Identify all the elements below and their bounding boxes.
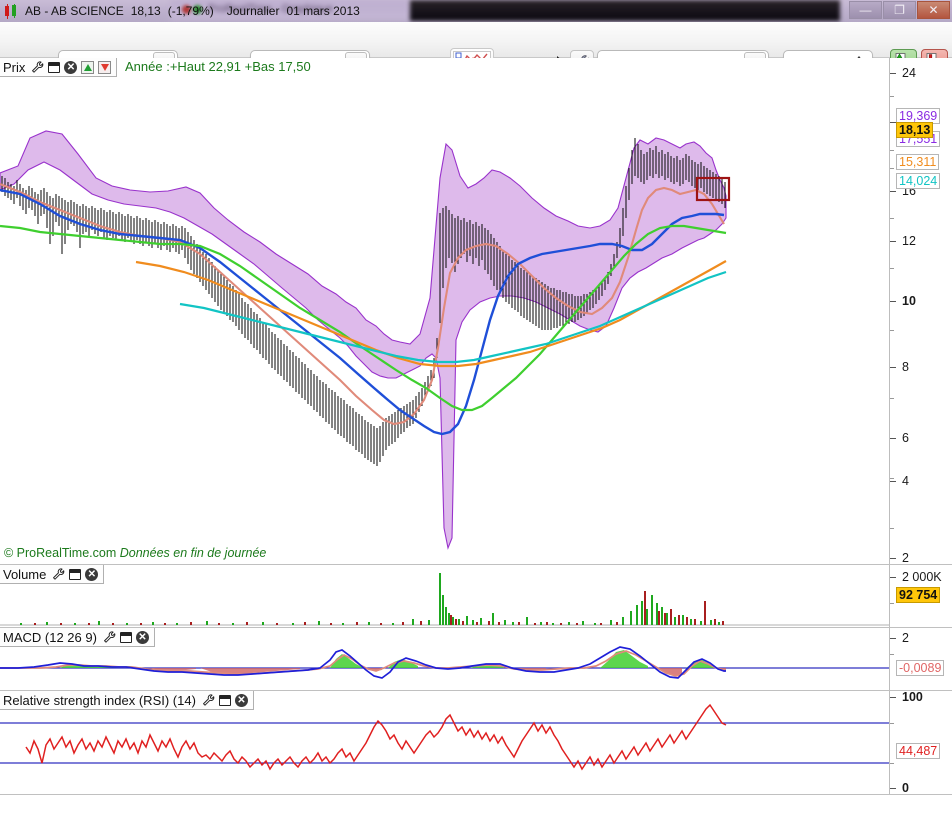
- volume-plot[interactable]: Volume ✕: [0, 565, 890, 628]
- price-tick-4: 4: [902, 474, 909, 488]
- price-panel-title-text: Prix: [3, 59, 26, 75]
- rsi-badge-current: 44,487: [896, 743, 941, 759]
- data-delay-note: Données en fin de journée: [119, 546, 267, 560]
- close-icon[interactable]: ✕: [234, 693, 248, 707]
- copyright-text: © ProRealTime.com: [4, 546, 117, 560]
- price-badge-last: 18,13: [896, 122, 934, 138]
- wrench-icon[interactable]: [103, 630, 116, 644]
- volume-panel: Volume ✕ 2 000K 92 754: [0, 565, 952, 628]
- rsi-panel: Relative strength index (RSI) (14) ✕ 100…: [0, 691, 952, 795]
- ma-200-line: [179, 270, 727, 364]
- wrench-icon[interactable]: [31, 60, 44, 74]
- panel-divider: [0, 564, 952, 565]
- minimize-button[interactable]: —: [849, 1, 882, 19]
- macd-panel-title[interactable]: MACD (12 26 9) ✕: [0, 628, 155, 647]
- background-window-icon-green: [193, 5, 202, 14]
- price-tick-24: 24: [902, 66, 916, 80]
- instrument-timeframe: Journalier: [226, 4, 280, 18]
- background-window-titlebar: [170, 0, 410, 20]
- copyright-notice: © ProRealTime.com Données en fin de jour…: [4, 546, 266, 560]
- price-tick-8: 8: [902, 360, 909, 374]
- price-badge-ma-200: 14,024: [896, 173, 941, 189]
- wrench-icon[interactable]: [52, 567, 65, 581]
- background-window-icon-red: [182, 5, 191, 14]
- scale-down-icon[interactable]: [98, 60, 112, 74]
- price-tick-12: 12: [902, 234, 916, 248]
- close-icon[interactable]: ✕: [64, 60, 78, 74]
- instrument-change: (-1,79%): [167, 4, 214, 18]
- rsi-panel-title[interactable]: Relative strength index (RSI) (14) ✕: [0, 691, 254, 710]
- price-panel-title[interactable]: Prix ✕: [0, 58, 118, 77]
- price-envelope-band: [0, 130, 727, 550]
- window-controls: — ❐ ✕: [849, 1, 950, 19]
- rsi-panel-title-text: Relative strength index (RSI) (14): [3, 692, 196, 708]
- price-annotation-rectangle: [695, 176, 731, 202]
- ma-long-line: [0, 224, 727, 412]
- macd-axis[interactable]: 2 -0,0089: [890, 628, 952, 691]
- macd-plot[interactable]: MACD (12 26 9) ✕: [0, 628, 890, 691]
- close-button[interactable]: ✕: [917, 1, 950, 19]
- wrench-icon[interactable]: [202, 693, 215, 707]
- window-icon[interactable]: [218, 694, 231, 706]
- price-axis[interactable]: 24 20 16 12 10 8 6: [890, 58, 952, 565]
- instrument-last-price: 18,13: [130, 4, 161, 18]
- instrument-date: 01 mars 2013: [286, 4, 360, 18]
- volume-bars-down: [34, 591, 724, 625]
- panel-divider: [0, 690, 952, 691]
- close-icon[interactable]: ✕: [85, 567, 99, 581]
- rsi-chart-svg: [0, 703, 889, 771]
- macd-line: [0, 646, 726, 679]
- volume-panel-title-text: Volume: [3, 566, 47, 582]
- macd-chart-svg: [0, 646, 889, 679]
- price-badge-ma-medium: 19,369: [896, 108, 941, 124]
- ma-medium-line: [0, 188, 725, 436]
- macd-badge-current: -0,0089: [896, 660, 945, 676]
- price-badge-ma-150: 15,311: [896, 154, 940, 170]
- window-icon[interactable]: [119, 631, 132, 643]
- rsi-axis[interactable]: 100 44,487 0: [890, 691, 952, 795]
- price-tick-2: 2: [902, 551, 909, 565]
- instrument-info-bar: AB - AB SCIENCE 18,13 (-1,79%) Journalie…: [0, 0, 430, 22]
- volume-badge-current: 92 754: [896, 587, 941, 603]
- instrument-symbol-name: AB - AB SCIENCE: [25, 4, 124, 18]
- volume-chart-svg: [0, 573, 889, 626]
- background-window-title: ProRealTime - Graphique: [208, 3, 333, 15]
- macd-tick-2: 2: [902, 631, 909, 645]
- scale-up-icon[interactable]: [81, 60, 95, 74]
- macd-panel-title-text: MACD (12 26 9): [3, 629, 97, 645]
- ma-fast-line: [0, 183, 725, 426]
- price-panel: Prix ✕ Année :+Haut 22,91 +Bas 17,50 © P…: [0, 58, 952, 565]
- panel-divider: [0, 627, 952, 628]
- macd-panel: MACD (12 26 9) ✕ 2 -0,0089: [0, 628, 952, 691]
- panel-divider: [0, 794, 952, 795]
- chart-area: Prix ✕ Année :+Haut 22,91 +Bas 17,50 © P…: [0, 58, 952, 817]
- price-tick-10: 10: [902, 294, 916, 308]
- maximize-button[interactable]: ❐: [883, 1, 916, 19]
- price-tick-6: 6: [902, 431, 909, 445]
- window-icon[interactable]: [48, 61, 61, 73]
- background-dark-panel: [410, 0, 840, 21]
- os-title-bar: ProRealTime - Graphique — ❐ ✕: [0, 0, 952, 22]
- year-high-low-stats: Année :+Haut 22,91 +Bas 17,50: [125, 59, 311, 74]
- chart-toolbar: 10000 unités Journalier: [0, 22, 952, 77]
- macd-histogram: [60, 650, 726, 676]
- rsi-line: [25, 703, 727, 771]
- rsi-tick-100: 100: [902, 691, 923, 704]
- rsi-tick-0: 0: [902, 781, 909, 795]
- close-icon[interactable]: ✕: [135, 630, 149, 644]
- volume-axis[interactable]: 2 000K 92 754: [890, 565, 952, 628]
- price-chart-svg: [0, 130, 731, 550]
- rsi-plot[interactable]: Relative strength index (RSI) (14) ✕: [0, 691, 890, 795]
- volume-bars-up: [20, 573, 720, 625]
- volume-panel-title[interactable]: Volume ✕: [0, 565, 105, 584]
- price-plot[interactable]: Prix ✕ Année :+Haut 22,91 +Bas 17,50 © P…: [0, 58, 890, 565]
- volume-tick-2000k: 2 000K: [902, 570, 942, 584]
- candlestick-icon: [4, 3, 18, 19]
- window-icon[interactable]: [69, 568, 82, 580]
